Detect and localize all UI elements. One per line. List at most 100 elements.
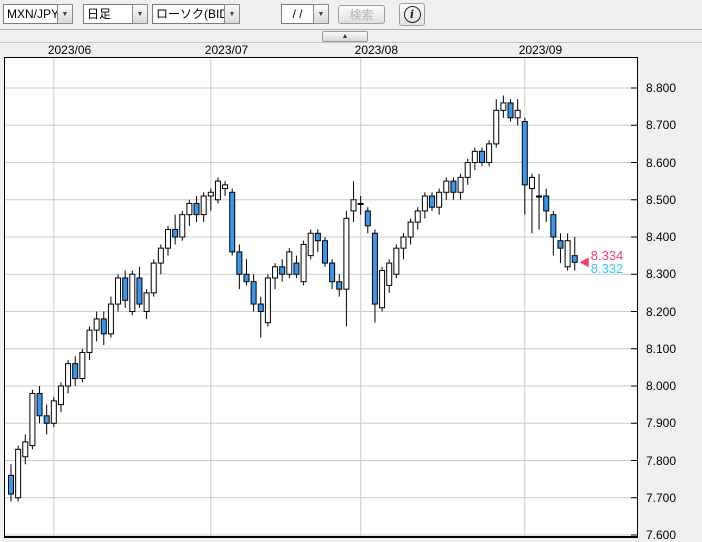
candle-body [293, 262, 300, 275]
candle-body [357, 202, 364, 205]
chevron-down-icon: ▼ [136, 10, 144, 18]
candle-body [407, 221, 414, 238]
candlestick-plot[interactable]: 8.334 8.332 [4, 57, 638, 538]
chevron-down-icon: ▼ [61, 10, 69, 18]
candle-body [329, 262, 336, 283]
y-axis-price-label: 7.600 [646, 528, 677, 542]
period-select[interactable]: 日足 ▼ [83, 4, 148, 24]
candle-body [379, 270, 386, 309]
candle-body [72, 363, 79, 380]
candle-body [450, 180, 457, 193]
candle-body [143, 292, 150, 312]
candle-body [550, 214, 557, 238]
period-select-value[interactable]: 日足 [83, 4, 132, 24]
candle-body [507, 102, 514, 119]
x-axis-labels: 2023/06 2023/07 2023/08 2023/09 [0, 43, 702, 57]
last-price-marker-icon [579, 257, 589, 268]
candle-body [172, 229, 179, 238]
candle-body [250, 281, 257, 305]
candle-body [286, 251, 293, 275]
info-button[interactable]: i [399, 3, 425, 26]
candle-body [214, 180, 221, 201]
chart-type-select[interactable]: ローソク(BID) ▼ [152, 4, 240, 24]
candle-body [65, 363, 72, 387]
candle-body [528, 176, 535, 190]
candle-body [200, 195, 207, 216]
candle-body [400, 236, 407, 249]
candle-body [364, 210, 371, 227]
candle-body [122, 277, 129, 301]
y-axis-price-label: 8.300 [646, 267, 677, 282]
candle-body [336, 281, 343, 290]
y-axis-price-label: 8.200 [646, 304, 677, 319]
info-icon: i [403, 6, 421, 23]
candle-body [243, 273, 250, 283]
candle-body [500, 102, 507, 111]
candle-body [207, 191, 214, 197]
chart-type-select-dropdown-button[interactable]: ▼ [224, 4, 240, 24]
candle-body [457, 176, 464, 193]
date-select-dropdown-button[interactable]: ▼ [313, 4, 329, 24]
candle-body [414, 210, 421, 223]
candle-body [93, 318, 100, 331]
candle-body [421, 195, 428, 212]
candle-body [371, 232, 378, 305]
search-button[interactable]: 検索 [338, 5, 385, 24]
candle-body [193, 202, 200, 216]
date-select[interactable]: / / ▼ [281, 4, 329, 24]
candle-body [107, 303, 114, 335]
candle-body [86, 329, 93, 353]
y-axis-price-label: 8.500 [646, 192, 677, 207]
candle-body [129, 273, 136, 312]
y-axis-price-label: 8.600 [646, 155, 677, 170]
y-axis-price-label: 8.700 [646, 118, 677, 133]
candle-body [279, 266, 286, 275]
y-axis-price-label: 7.900 [646, 416, 677, 431]
candle-body [429, 195, 436, 208]
candle-body [150, 262, 157, 294]
candle-body [300, 243, 307, 283]
candle-body [478, 150, 485, 163]
pair-select[interactable]: MXN/JPY ▼ [3, 4, 73, 24]
candle-body [343, 217, 350, 290]
candle-body [157, 247, 164, 264]
bid-price-label: 8.332 [591, 261, 624, 276]
candle-body [22, 441, 29, 458]
y-axis-price-label: 8.100 [646, 341, 677, 356]
candle-body [543, 195, 550, 212]
candle-body [179, 214, 186, 238]
toolbar: MXN/JPY ▼ 日足 ▼ ローソク(BID) ▼ / / ▼ 検索 i [0, 0, 702, 29]
candle-body [264, 277, 271, 324]
candle-body [100, 318, 107, 335]
candle-body [257, 303, 264, 313]
candle-body [186, 202, 193, 216]
candle-body [15, 448, 22, 499]
candle-body [36, 392, 43, 417]
candle-body [314, 232, 321, 242]
x-axis-month-label: 2023/07 [204, 43, 249, 57]
y-axis-price-label: 7.800 [646, 453, 677, 468]
y-axis-labels: 8.800 8.700 8.600 8.500 8.400 8.300 8.200 8.100… [641, 57, 702, 542]
chart-type-select-value[interactable]: ローソク(BID) [152, 4, 224, 24]
candle-body [443, 180, 450, 193]
y-axis-price-label: 8.400 [646, 230, 677, 244]
pair-select-value[interactable]: MXN/JPY [3, 4, 57, 24]
candle-body [50, 400, 57, 424]
y-axis-price-label: 8.800 [646, 81, 677, 95]
candle-body [557, 240, 564, 249]
candle-body [386, 262, 393, 286]
x-axis-month-label: 2023/09 [518, 43, 563, 57]
date-input[interactable]: / / [281, 4, 313, 24]
candle-body [79, 351, 86, 380]
pair-select-dropdown-button[interactable]: ▼ [57, 4, 73, 24]
ask-price-label: 8.334 [591, 248, 624, 263]
candle-body [514, 109, 521, 119]
candle-body [393, 247, 400, 275]
x-axis-month-label: 2023/08 [354, 43, 399, 57]
candle-body [571, 255, 578, 263]
period-select-dropdown-button[interactable]: ▼ [132, 4, 148, 24]
candle-body [229, 191, 236, 253]
expand-panel-button[interactable]: ▲ [322, 31, 368, 42]
